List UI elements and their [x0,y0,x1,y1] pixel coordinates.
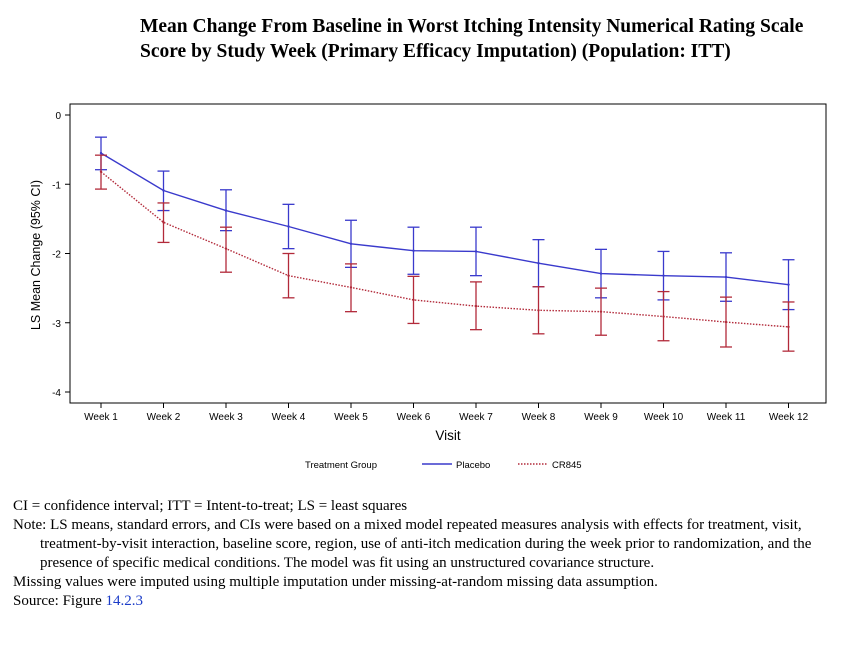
y-tick-label: 0 [55,111,61,122]
footnote-abbreviations: CI = confidence interval; ITT = Intent-t… [13,498,408,514]
data-point [662,315,665,318]
series-placebo [95,136,795,311]
data-point [412,249,415,252]
x-tick-label: Week 5 [334,412,368,423]
footnote-note: Note: LS means, standard errors, and CIs… [13,517,812,571]
y-axis: 0 -1 -2 -3 -4 [52,111,70,399]
data-point [349,242,353,246]
data-point [787,283,790,286]
data-point [787,325,790,329]
data-point [162,189,165,192]
data-point [474,250,478,253]
data-point [287,274,290,277]
data-point [99,151,103,155]
x-tick-label: Week 10 [644,412,684,423]
y-axis-label: LS Mean Change (95% CI) [29,180,43,330]
footnotes: CI = confidence interval; ITT = Intent-t… [13,497,843,611]
x-axis: Week 1 Week 2 Week 3 Week 4 Week 5 Week 6 Week… [84,403,809,423]
data-point [349,286,353,289]
x-tick-label: Week 3 [209,412,243,423]
x-tick-label: Week 12 [769,412,809,423]
data-point [162,221,165,224]
data-point [662,274,665,277]
x-tick-label: Week 9 [584,412,618,423]
data-point [224,247,228,250]
y-tick-label: -3 [52,319,61,330]
data-point [599,310,603,313]
x-tick-label: Week 2 [147,412,181,423]
data-point [599,272,603,275]
data-point [724,275,728,279]
legend: Treatment Group Placebo CR845 [305,460,582,471]
data-point [99,170,103,173]
x-tick-label: Week 4 [272,412,306,423]
data-point [537,261,540,265]
series-layer [95,136,795,352]
plot-frame [69,103,827,404]
x-tick-label: Week 6 [397,412,431,423]
chart-svg: 0 -1 -2 -3 -4 Week 1 Week 2 Week 3 Week 4 Week 5… [29,103,827,471]
x-tick-label: Week 11 [707,412,746,423]
x-tick-label: Week 1 [84,412,118,423]
y-tick-label: -1 [52,180,61,191]
source-label: Source: Figure [13,593,106,609]
y-tick-label: -4 [52,388,61,399]
data-point [474,304,478,308]
legend-label-placebo: Placebo [456,460,490,471]
figure-reference-link[interactable]: 14.2.3 [105,593,143,609]
series-line [100,152,789,286]
data-point [724,320,728,324]
series-line [100,171,789,328]
y-tick-label: -2 [52,250,61,261]
chart-title: Mean Change From Baseline in Worst Itchi… [140,16,804,62]
x-tick-label: Week 8 [522,412,556,423]
data-point [537,309,540,312]
x-axis-label: Visit [435,428,461,443]
legend-label-cr845: CR845 [552,460,582,471]
footnote-source: Source: Figure 14.2.3 [13,592,843,611]
footnote-missing: Missing values were imputed using multip… [13,574,658,590]
data-point [224,209,228,212]
x-tick-label: Week 7 [459,412,493,423]
data-point [287,225,290,228]
series-cr845 [95,154,795,352]
data-point [412,298,415,302]
legend-title: Treatment Group [305,460,377,471]
